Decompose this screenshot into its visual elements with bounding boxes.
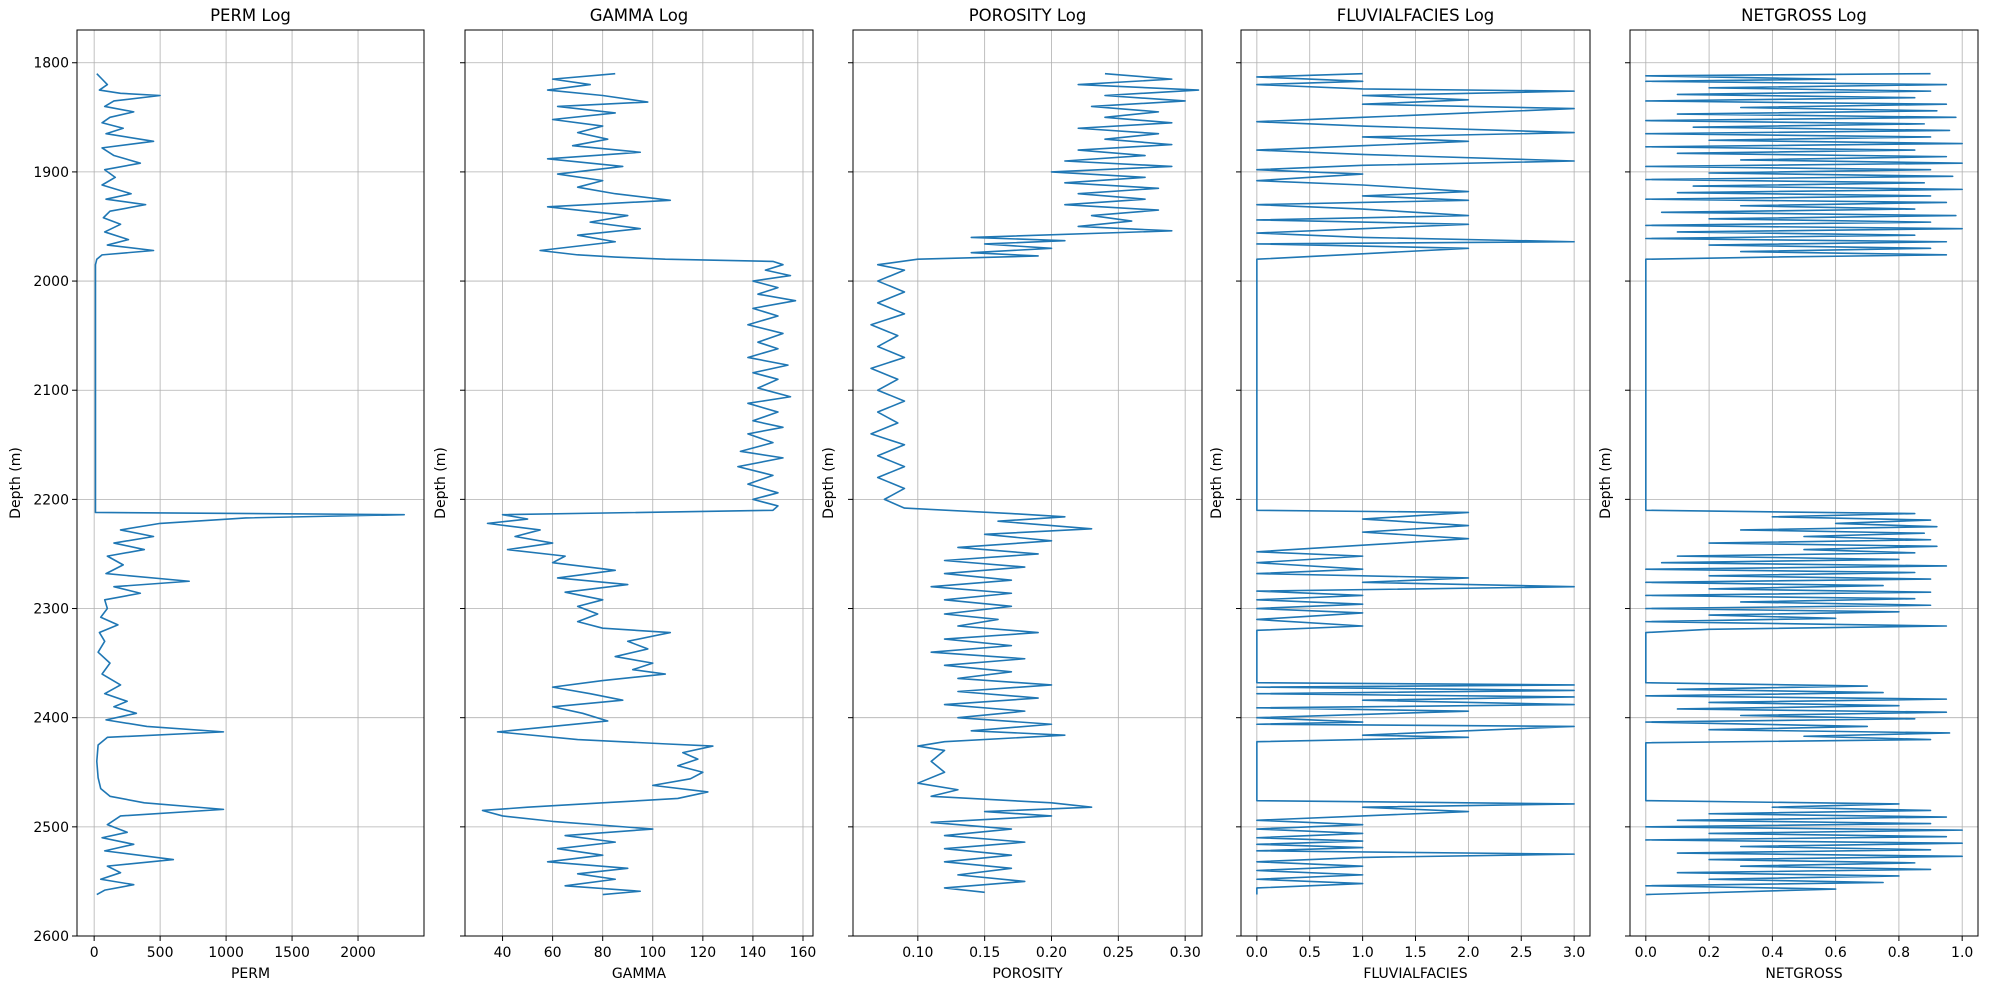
perm-log-panel: 0 500 1000 1500 2000 1800 1900 2000 2100 2200 2300… [8,6,425,982]
gamma-title: GAMMA Log [590,6,689,25]
porosity-log-panel: 0.10 0.15 0.20 0.25 0.30 POROSITY Log POROSITY… [821,6,1203,982]
porosity-x-tick-label: 0.15 [969,945,1000,961]
porosity-x-tick-label: 0.20 [1036,945,1067,961]
perm-x-tick-label: 0 [90,945,99,961]
perm-y-tick-label: 2400 [33,711,69,727]
fluvialfacies-title: FLUVIALFACIES Log [1337,6,1495,25]
gamma-x-tick-label: 60 [544,945,562,961]
perm-y-tick-label: 2300 [33,602,69,618]
fluvialfacies-x-tick-label: 1.0 [1351,945,1373,961]
gamma-x-tick-label: 40 [494,945,512,961]
porosity-title: POROSITY Log [969,6,1087,25]
fluvialfacies-series-line [1256,72,1575,895]
fluvialfacies-x-tick-label: 0.0 [1246,945,1268,961]
perm-y-axis-label: Depth (m) [8,447,24,519]
gamma-x-tick-label: 80 [594,945,612,961]
porosity-plot-area [853,30,1202,936]
perm-axes-frame [76,29,425,937]
fluvialfacies-x-tick-label: 2.5 [1510,945,1532,961]
perm-y-tick-label: 2100 [33,383,69,399]
fluvialfacies-x-axis-label: FLUVIALFACIES [1363,966,1467,982]
netgross-x-tick-label: 1.0 [1951,945,1973,961]
netgross-axes-frame [1629,29,1979,937]
perm-x-tick-label: 1000 [208,945,244,961]
porosity-axes-frame [852,29,1203,937]
porosity-x-tick-label: 0.25 [1103,945,1134,961]
gamma-x-axis-label: GAMMA [612,966,667,982]
gamma-plot-area [465,30,813,936]
porosity-series-line [870,72,1200,894]
netgross-x-tick-label: 0.2 [1698,945,1720,961]
perm-y-tick-label: 2500 [33,820,69,836]
perm-title: PERM Log [210,6,291,25]
netgross-x-tick-label: 0.6 [1825,945,1847,961]
gamma-axes-frame [464,29,814,937]
netgross-series-line [1645,72,1963,896]
netgross-log-panel: 0.0 0.2 0.4 0.6 0.8 1.0 NETGROSS Log NETGROSS De… [1598,6,1979,982]
netgross-y-axis-label: Depth (m) [1598,447,1614,519]
fluvialfacies-x-tick-label: 0.5 [1299,945,1321,961]
gamma-y-axis-label: Depth (m) [433,447,449,519]
fluvialfacies-x-tick-label: 2.0 [1457,945,1479,961]
perm-y-tick-label: 1800 [33,56,69,72]
fluvialfacies-y-axis-label: Depth (m) [1209,447,1225,519]
fluvialfacies-x-tick-label: 1.5 [1404,945,1426,961]
gamma-x-tick-label: 120 [689,945,716,961]
gamma-log-panel: 40 60 80 100 120 140 160 GAMMA Log GAMMA Depth (m… [433,6,816,982]
netgross-x-tick-label: 0.0 [1635,945,1657,961]
perm-y-tick-label: 2200 [33,492,69,508]
fluvialfacies-x-tick-label: 3.0 [1563,945,1585,961]
perm-x-tick-label: 1500 [274,945,310,961]
gamma-series-line [481,72,797,896]
perm-plot-area [77,30,424,936]
porosity-x-axis-label: POROSITY [992,966,1063,982]
netgross-x-axis-label: NETGROSS [1765,966,1842,982]
porosity-x-tick-label: 0.10 [902,945,933,961]
fluvialfacies-log-panel: 0.0 0.5 1.0 1.5 2.0 2.5 3.0 FLUVIALFACIES Log FL… [1209,6,1591,982]
perm-series-line [94,73,406,896]
netgross-title: NETGROSS Log [1741,6,1867,25]
perm-x-tick-label: 500 [147,945,174,961]
gamma-x-tick-label: 160 [790,945,817,961]
netgross-x-tick-label: 0.8 [1888,945,1910,961]
netgross-x-tick-label: 0.4 [1761,945,1783,961]
perm-x-axis-label: PERM [231,966,270,982]
porosity-x-tick-label: 0.30 [1170,945,1201,961]
gamma-x-tick-label: 100 [639,945,666,961]
perm-y-tick-label: 1900 [33,165,69,181]
perm-y-tick-label: 2000 [33,274,69,290]
perm-y-tick-label: 2600 [33,929,69,945]
perm-x-tick-label: 2000 [340,945,376,961]
gamma-x-tick-label: 140 [740,945,767,961]
porosity-y-axis-label: Depth (m) [821,447,837,519]
